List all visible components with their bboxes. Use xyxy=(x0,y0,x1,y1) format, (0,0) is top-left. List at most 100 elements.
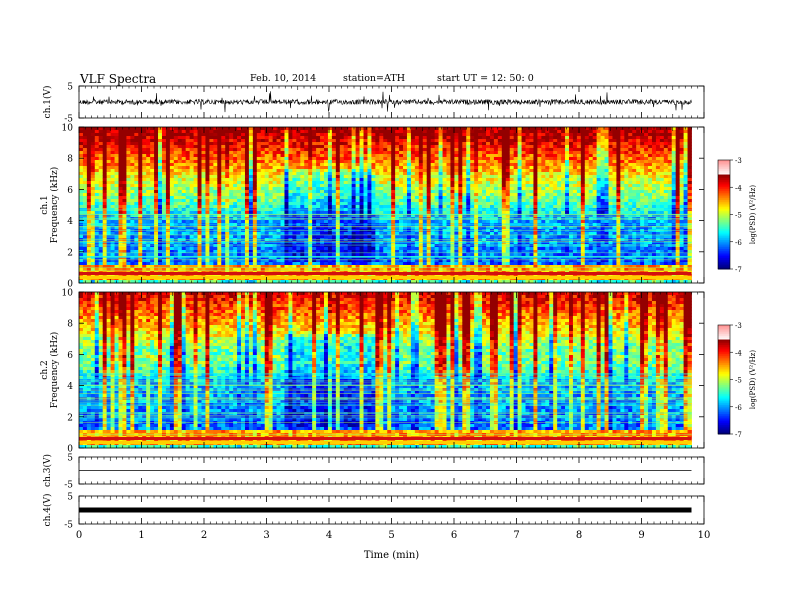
spectrogram-cell xyxy=(86,199,92,203)
spectrogram-cell xyxy=(434,193,439,197)
spectrogram-cell xyxy=(272,274,277,278)
spectrogram-cell xyxy=(260,130,266,134)
spectrogram-cell xyxy=(241,151,246,155)
spectrogram-cell xyxy=(161,220,167,224)
spectrogram-cell xyxy=(324,154,329,158)
spectrogram-cell xyxy=(213,175,218,179)
spectrogram-cell xyxy=(331,136,337,140)
spectrogram-cell xyxy=(375,157,380,161)
spectrogram-cell xyxy=(264,253,270,257)
spectrogram-cell xyxy=(102,253,108,257)
spectrogram-cell xyxy=(197,211,202,215)
spectrogram-cell xyxy=(335,148,341,152)
spectrogram-cell xyxy=(410,196,416,200)
spectrogram-cell xyxy=(363,265,368,269)
spectrogram-cell xyxy=(98,280,104,284)
spectrogram-cell xyxy=(403,148,408,152)
spectrogram-cell xyxy=(375,133,380,137)
spectrogram-cell xyxy=(118,148,123,152)
spectrogram-cell xyxy=(272,262,277,266)
spectrogram-cell xyxy=(138,238,143,242)
spectrogram-cell xyxy=(102,244,108,248)
spectrogram-cell xyxy=(142,139,147,143)
spectrogram-cell xyxy=(367,169,372,173)
spectrogram-cell xyxy=(292,223,297,227)
spectrogram-cell xyxy=(410,199,416,203)
spectrogram-cell xyxy=(434,223,439,227)
spectrogram-cell xyxy=(331,127,337,131)
spectrogram-cell xyxy=(126,214,131,218)
spectrogram-cell xyxy=(189,211,194,215)
spectrogram-cell xyxy=(248,259,254,263)
spectrogram-cell xyxy=(225,211,230,215)
spectrogram-cell xyxy=(225,244,230,248)
spectrogram-cell xyxy=(256,280,262,284)
spectrogram-cell xyxy=(335,130,341,134)
spectrogram-cell xyxy=(82,154,88,158)
spectrogram-cell xyxy=(181,259,187,263)
spectrogram-cell xyxy=(197,169,202,173)
spectrogram-cell xyxy=(86,274,92,278)
spectrogram-cell xyxy=(126,235,131,239)
spectrogram-cell xyxy=(320,178,325,182)
spectrogram-cell xyxy=(106,148,112,152)
spectrogram-cell xyxy=(197,160,202,164)
spectrogram-cell xyxy=(229,250,234,254)
spectrogram-cell xyxy=(351,136,357,140)
spectrogram-cell xyxy=(233,262,238,266)
spectrogram-cell xyxy=(316,133,321,137)
spectrogram-cell xyxy=(114,193,119,197)
spectrogram-cell xyxy=(82,238,88,242)
spectrogram-cell xyxy=(391,148,396,152)
spectrogram-cell xyxy=(351,181,357,185)
spectrogram-cell xyxy=(320,181,325,185)
spectrogram-cell xyxy=(86,160,92,164)
spectrogram-cell xyxy=(387,139,392,143)
spectrogram-cell xyxy=(335,265,341,269)
spectrogram-cell xyxy=(410,181,416,185)
spectrogram-cell xyxy=(197,139,202,143)
spectrogram-cell xyxy=(324,220,329,224)
spectrogram-cell xyxy=(237,169,242,173)
spectrogram-cell xyxy=(221,148,226,152)
spectrogram-cell xyxy=(426,265,432,269)
spectrogram-cell xyxy=(94,166,100,170)
spectrogram-cell xyxy=(165,202,171,206)
spectrogram-cell xyxy=(173,175,179,179)
spectrogram-cell xyxy=(150,262,155,266)
spectrogram-cell xyxy=(225,154,230,158)
spectrogram-cell xyxy=(327,268,333,272)
spectrogram-cell xyxy=(308,166,313,170)
spectrogram-cell xyxy=(308,157,313,161)
spectrogram-cell xyxy=(165,253,171,257)
spectrogram-cell xyxy=(395,220,400,224)
spectrogram-cell xyxy=(264,205,270,209)
spectrogram-cell xyxy=(126,202,131,206)
spectrogram-cell xyxy=(316,136,321,140)
spectrogram-cell xyxy=(418,190,424,194)
spectrogram-cell xyxy=(165,151,171,155)
spectrogram-cell xyxy=(430,268,436,272)
spectrogram-cell xyxy=(114,211,119,215)
y-tick-label: -5 xyxy=(64,115,73,125)
spectrogram-cell xyxy=(264,262,270,266)
spectrogram-cell xyxy=(268,148,274,152)
spectrogram-cell xyxy=(217,184,222,188)
spectrogram-cell xyxy=(264,220,270,224)
spectrogram-cell xyxy=(181,274,187,278)
spectrogram-cell xyxy=(138,202,143,206)
spectrogram-cell xyxy=(122,280,127,284)
spectrogram-cell xyxy=(205,127,210,131)
spectrogram-cell xyxy=(256,130,262,134)
spectrogram-cell xyxy=(268,184,274,188)
spectrogram-cell xyxy=(150,199,155,203)
spectrogram-cell xyxy=(244,157,250,161)
spectrogram-cell xyxy=(296,175,301,179)
spectrogram-cell xyxy=(418,253,424,257)
spectrogram-cell xyxy=(359,181,364,185)
spectrogram-cell xyxy=(335,235,341,239)
spectrogram-cell xyxy=(118,142,123,146)
spectrogram-cell xyxy=(308,187,313,191)
spectrogram-cell xyxy=(284,235,289,239)
spectrogram-cell xyxy=(229,154,234,158)
